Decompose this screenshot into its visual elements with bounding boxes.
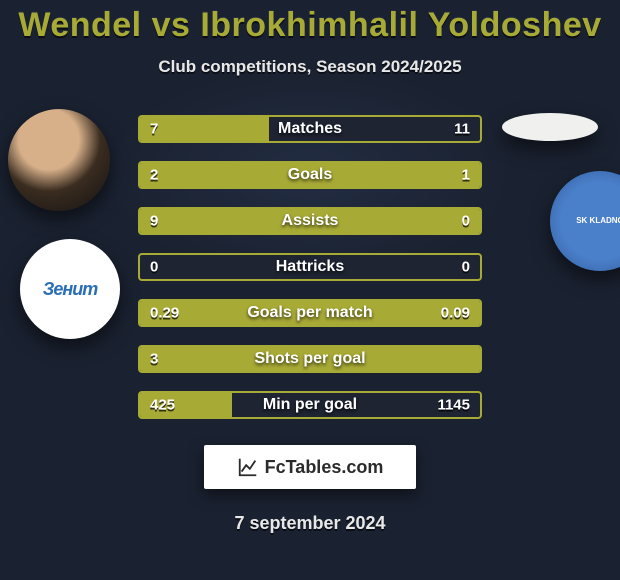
stat-fill-left bbox=[140, 347, 480, 371]
club-right-badge: SK KLADNO bbox=[550, 171, 620, 271]
stat-bar: 21Goals bbox=[138, 161, 482, 189]
stat-bar: 90Assists bbox=[138, 207, 482, 235]
stat-value-left: 7 bbox=[150, 121, 158, 138]
club-left-label: Зенит bbox=[43, 279, 97, 300]
stat-value-right: 1145 bbox=[437, 397, 470, 414]
stat-label: Hattricks bbox=[140, 258, 480, 276]
comparison-area: Зенит SK KLADNO 711Matches21Goals90Assis… bbox=[0, 115, 620, 419]
stat-fill-left bbox=[140, 163, 480, 187]
player-right-avatar bbox=[502, 113, 598, 141]
stat-fill-left bbox=[140, 209, 480, 233]
stat-value-right: 1 bbox=[462, 167, 470, 184]
stat-bar: 0.290.09Goals per match bbox=[138, 299, 482, 327]
stat-bar: 711Matches bbox=[138, 115, 482, 143]
source-logo-text: FcTables.com bbox=[265, 457, 384, 478]
stat-value-left: 0 bbox=[150, 259, 158, 276]
date-label: 7 september 2024 bbox=[234, 513, 385, 534]
stat-bars: 711Matches21Goals90Assists00Hattricks0.2… bbox=[138, 115, 482, 419]
stat-bar: 4251145Min per goal bbox=[138, 391, 482, 419]
chart-icon bbox=[237, 456, 259, 478]
stat-value-right: 0 bbox=[462, 213, 470, 230]
player-left-avatar bbox=[8, 109, 110, 211]
stat-value-right: 0.09 bbox=[441, 305, 470, 322]
stat-value-right: 11 bbox=[454, 121, 470, 138]
page-title: Wendel vs Ibrokhimhalil Yoldoshev bbox=[18, 6, 601, 45]
page-subtitle: Club competitions, Season 2024/2025 bbox=[158, 57, 461, 77]
stat-value-left: 425 bbox=[150, 397, 175, 414]
stat-bar: 3Shots per goal bbox=[138, 345, 482, 373]
stat-fill-left bbox=[140, 301, 480, 325]
source-logo: FcTables.com bbox=[204, 445, 416, 489]
stat-value-right: 0 bbox=[462, 259, 470, 276]
stat-value-left: 0.29 bbox=[150, 305, 179, 322]
stat-value-left: 2 bbox=[150, 167, 158, 184]
card: Wendel vs Ibrokhimhalil Yoldoshev Club c… bbox=[0, 0, 620, 580]
stat-value-left: 9 bbox=[150, 213, 158, 230]
club-right-label: SK KLADNO bbox=[576, 217, 620, 225]
stat-bar: 0 0Hattricks bbox=[138, 253, 482, 281]
stat-fill-left bbox=[140, 117, 269, 141]
club-left-badge: Зенит bbox=[20, 239, 120, 339]
stat-value-left: 3 bbox=[150, 351, 158, 368]
